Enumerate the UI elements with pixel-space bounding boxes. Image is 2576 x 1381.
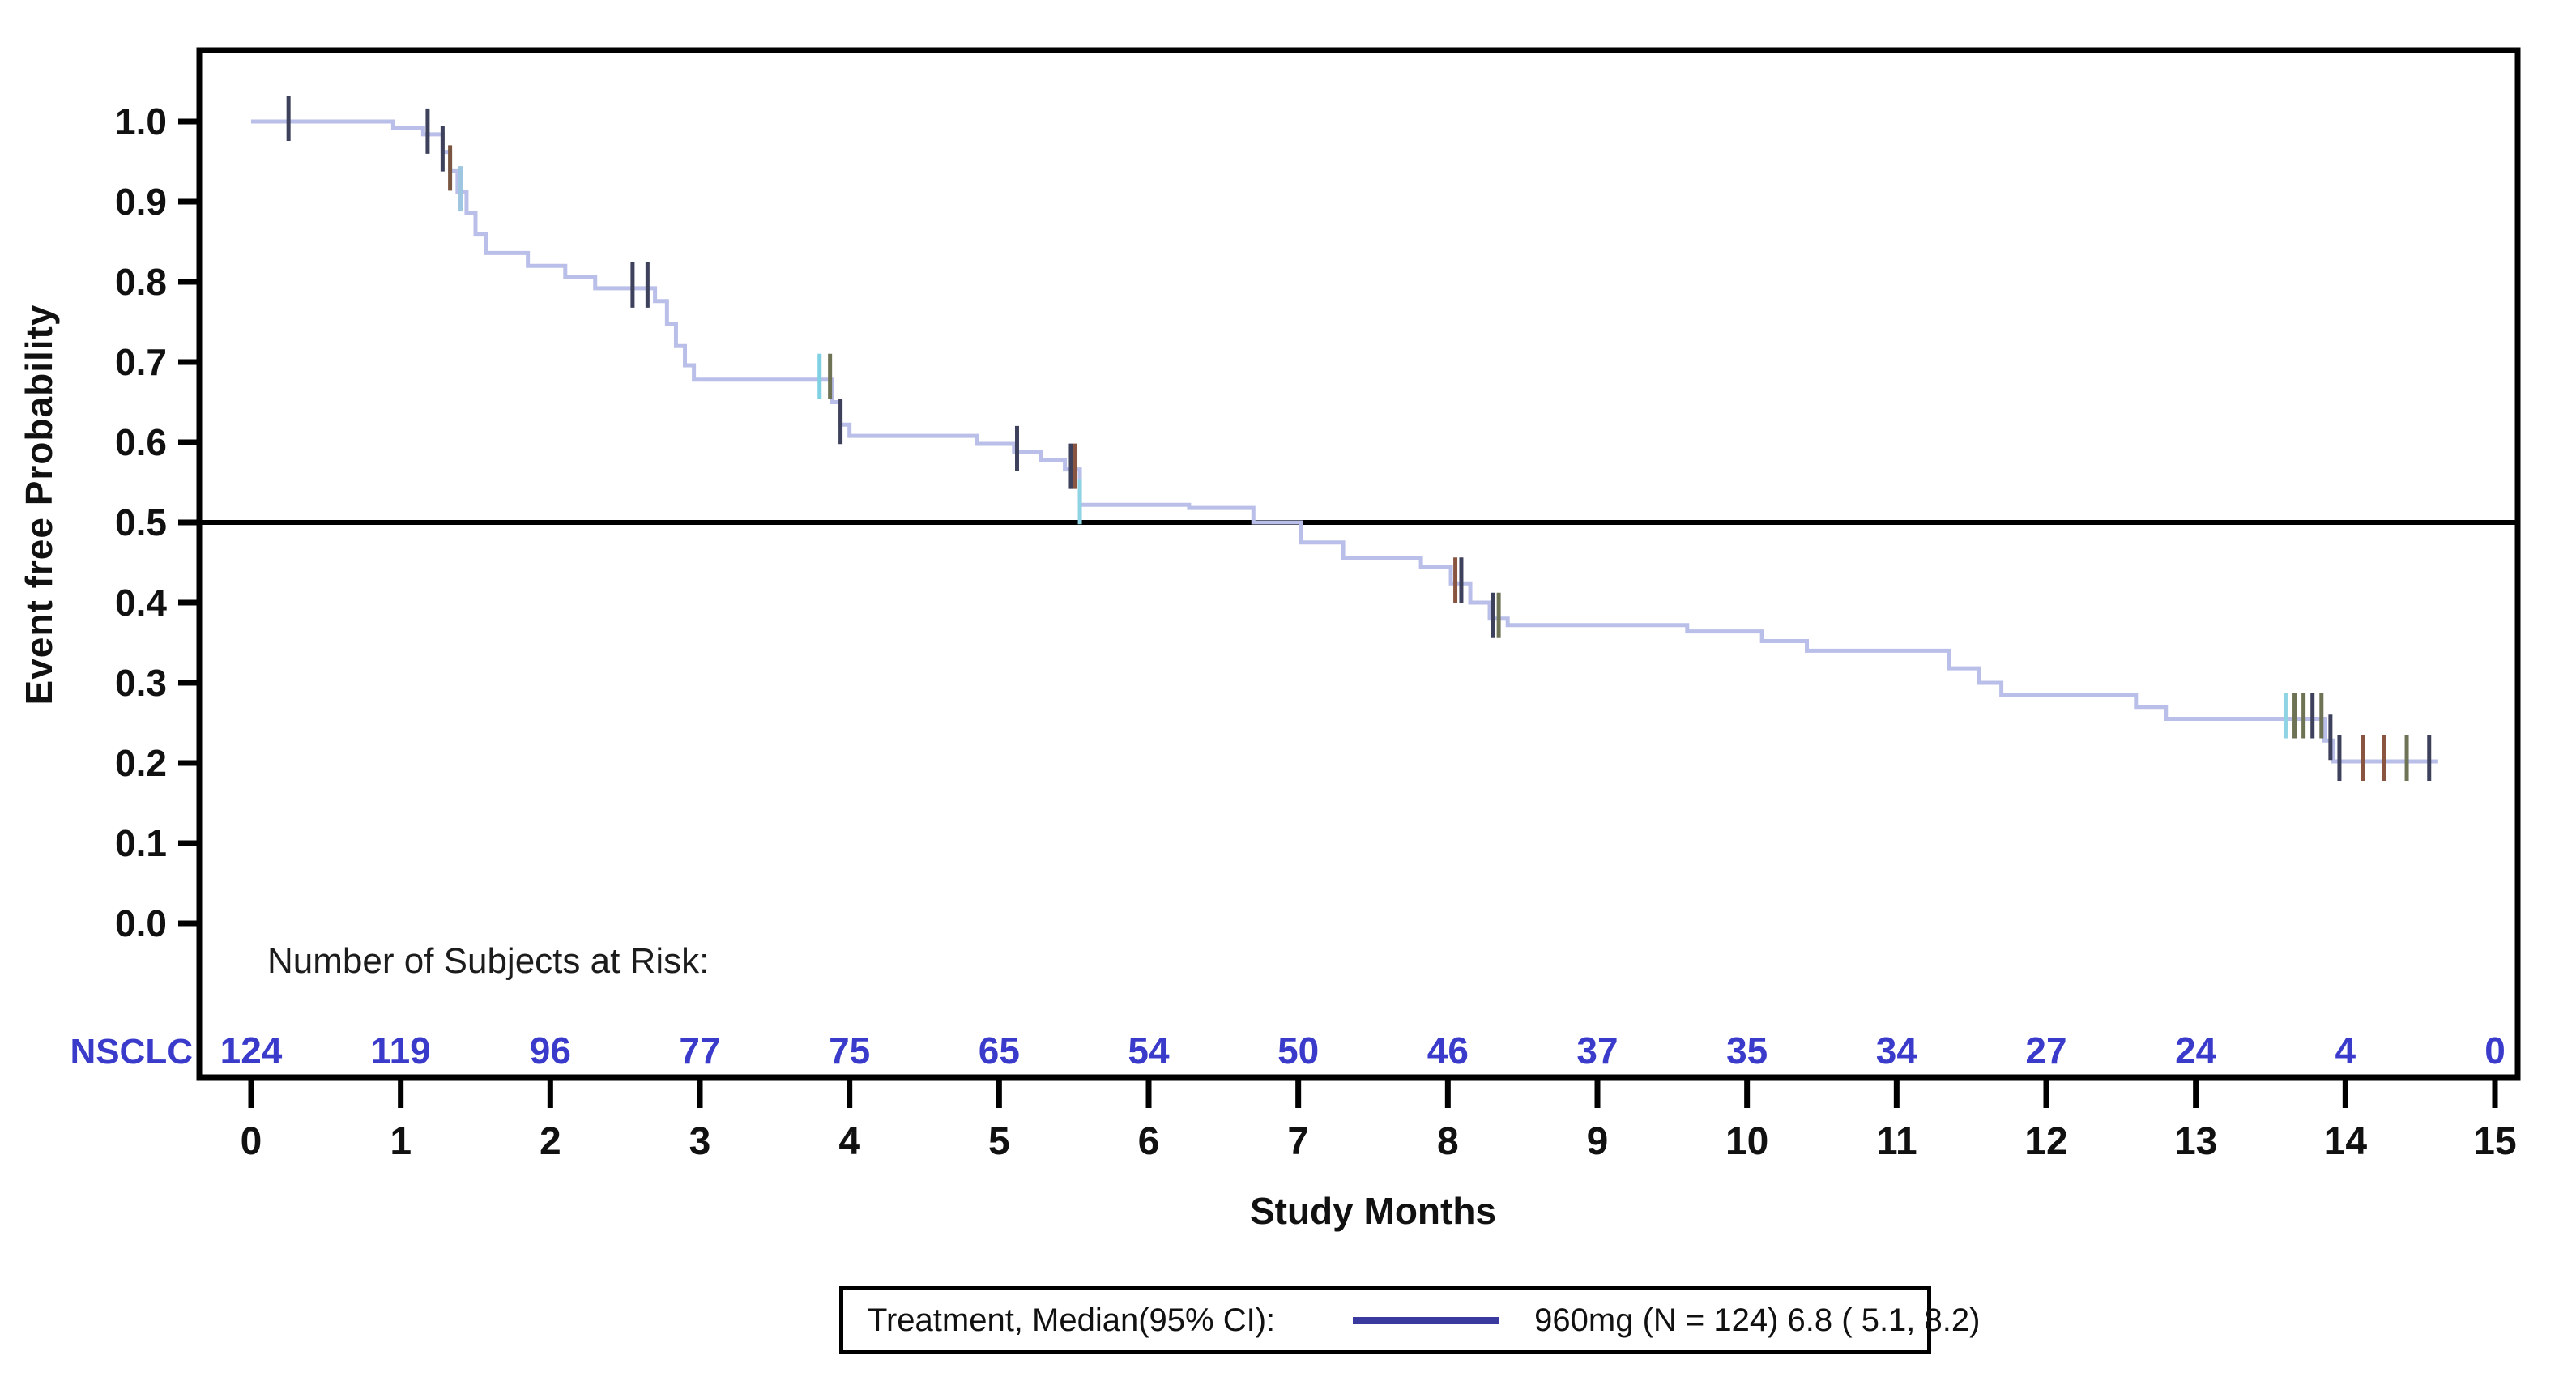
x-axis-tick-label: 14 [2324,1120,2368,1163]
legend-line-sample-icon [1353,1316,1499,1324]
at-risk-count: 65 [979,1029,1020,1072]
x-axis-tick-label: 1 [390,1120,412,1163]
x-axis-tick-label: 4 [838,1120,860,1163]
legend-box: Treatment, Median(95% CI): 960mg (N = 12… [839,1286,1980,1354]
at-risk-count: 96 [530,1029,571,1072]
y-axis-title: Event free Probability [18,304,60,705]
plot-frame [196,47,2521,1081]
at-risk-count: 0 [2484,1029,2506,1072]
x-axis-tick-label: 13 [2174,1120,2217,1163]
y-axis-tick-label: 0.0 [115,902,167,944]
at-risk-count: 37 [1576,1029,1618,1072]
y-axis-tick-label: 0.7 [115,341,167,383]
y-axis-tick-label: 0.8 [115,261,167,303]
y-axis-tick-label: 0.5 [115,501,167,543]
legend-series-entry: 960mg (N = 124) 6.8 ( 5.1, 8.2) [1534,1302,1981,1338]
x-axis-tick-label: 0 [241,1120,262,1163]
x-axis-tick-label: 15 [2473,1120,2516,1163]
at-risk-count: 50 [1277,1029,1319,1072]
at-risk-count: 54 [1128,1029,1170,1072]
x-axis-tick-label: 11 [1876,1120,1917,1163]
at-risk-count: 77 [679,1029,720,1072]
x-axis-tick-label: 2 [540,1120,561,1163]
y-axis-tick-label: 0.6 [115,421,167,463]
y-axis-tick-label: 0.4 [115,582,167,624]
at-risk-count: 124 [220,1029,283,1072]
x-axis-tick-label: 6 [1138,1120,1160,1163]
x-axis-tick-label: 10 [1725,1120,1768,1163]
at-risk-count: 75 [829,1029,870,1072]
at-risk-header: Number of Subjects at Risk: [267,941,710,981]
y-axis-tick-label: 0.2 [115,742,167,784]
legend-prefix-label: Treatment, Median(95% CI): [868,1302,1276,1338]
x-axis-tick-label: 8 [1437,1120,1459,1163]
at-risk-count: 27 [2025,1029,2066,1072]
km-curve [251,119,2438,764]
at-risk-count: 35 [1726,1029,1768,1072]
x-axis-title: Study Months [1249,1190,1497,1232]
x-axis-tick-label: 5 [988,1120,1010,1163]
x-axis-tick-label: 7 [1287,1120,1309,1163]
y-axis-tick-label: 1.0 [115,100,167,143]
x-axis-tick-label: 9 [1587,1120,1609,1163]
at-risk-count: 4 [2335,1029,2356,1072]
y-axis-tick-label: 0.9 [115,181,167,223]
x-axis-tick-label: 12 [2024,1120,2067,1163]
at-risk-count: 119 [371,1029,431,1072]
y-axis-tick-label: 0.3 [115,662,167,704]
x-axis-tick-label: 3 [689,1120,711,1163]
y-axis-tick-label: 0.1 [115,822,167,864]
at-risk-count: 24 [2175,1029,2217,1072]
at-risk-group-label: NSCLC [70,1032,193,1072]
at-risk-count: 34 [1876,1029,1918,1072]
at-risk-count: 46 [1427,1029,1469,1072]
